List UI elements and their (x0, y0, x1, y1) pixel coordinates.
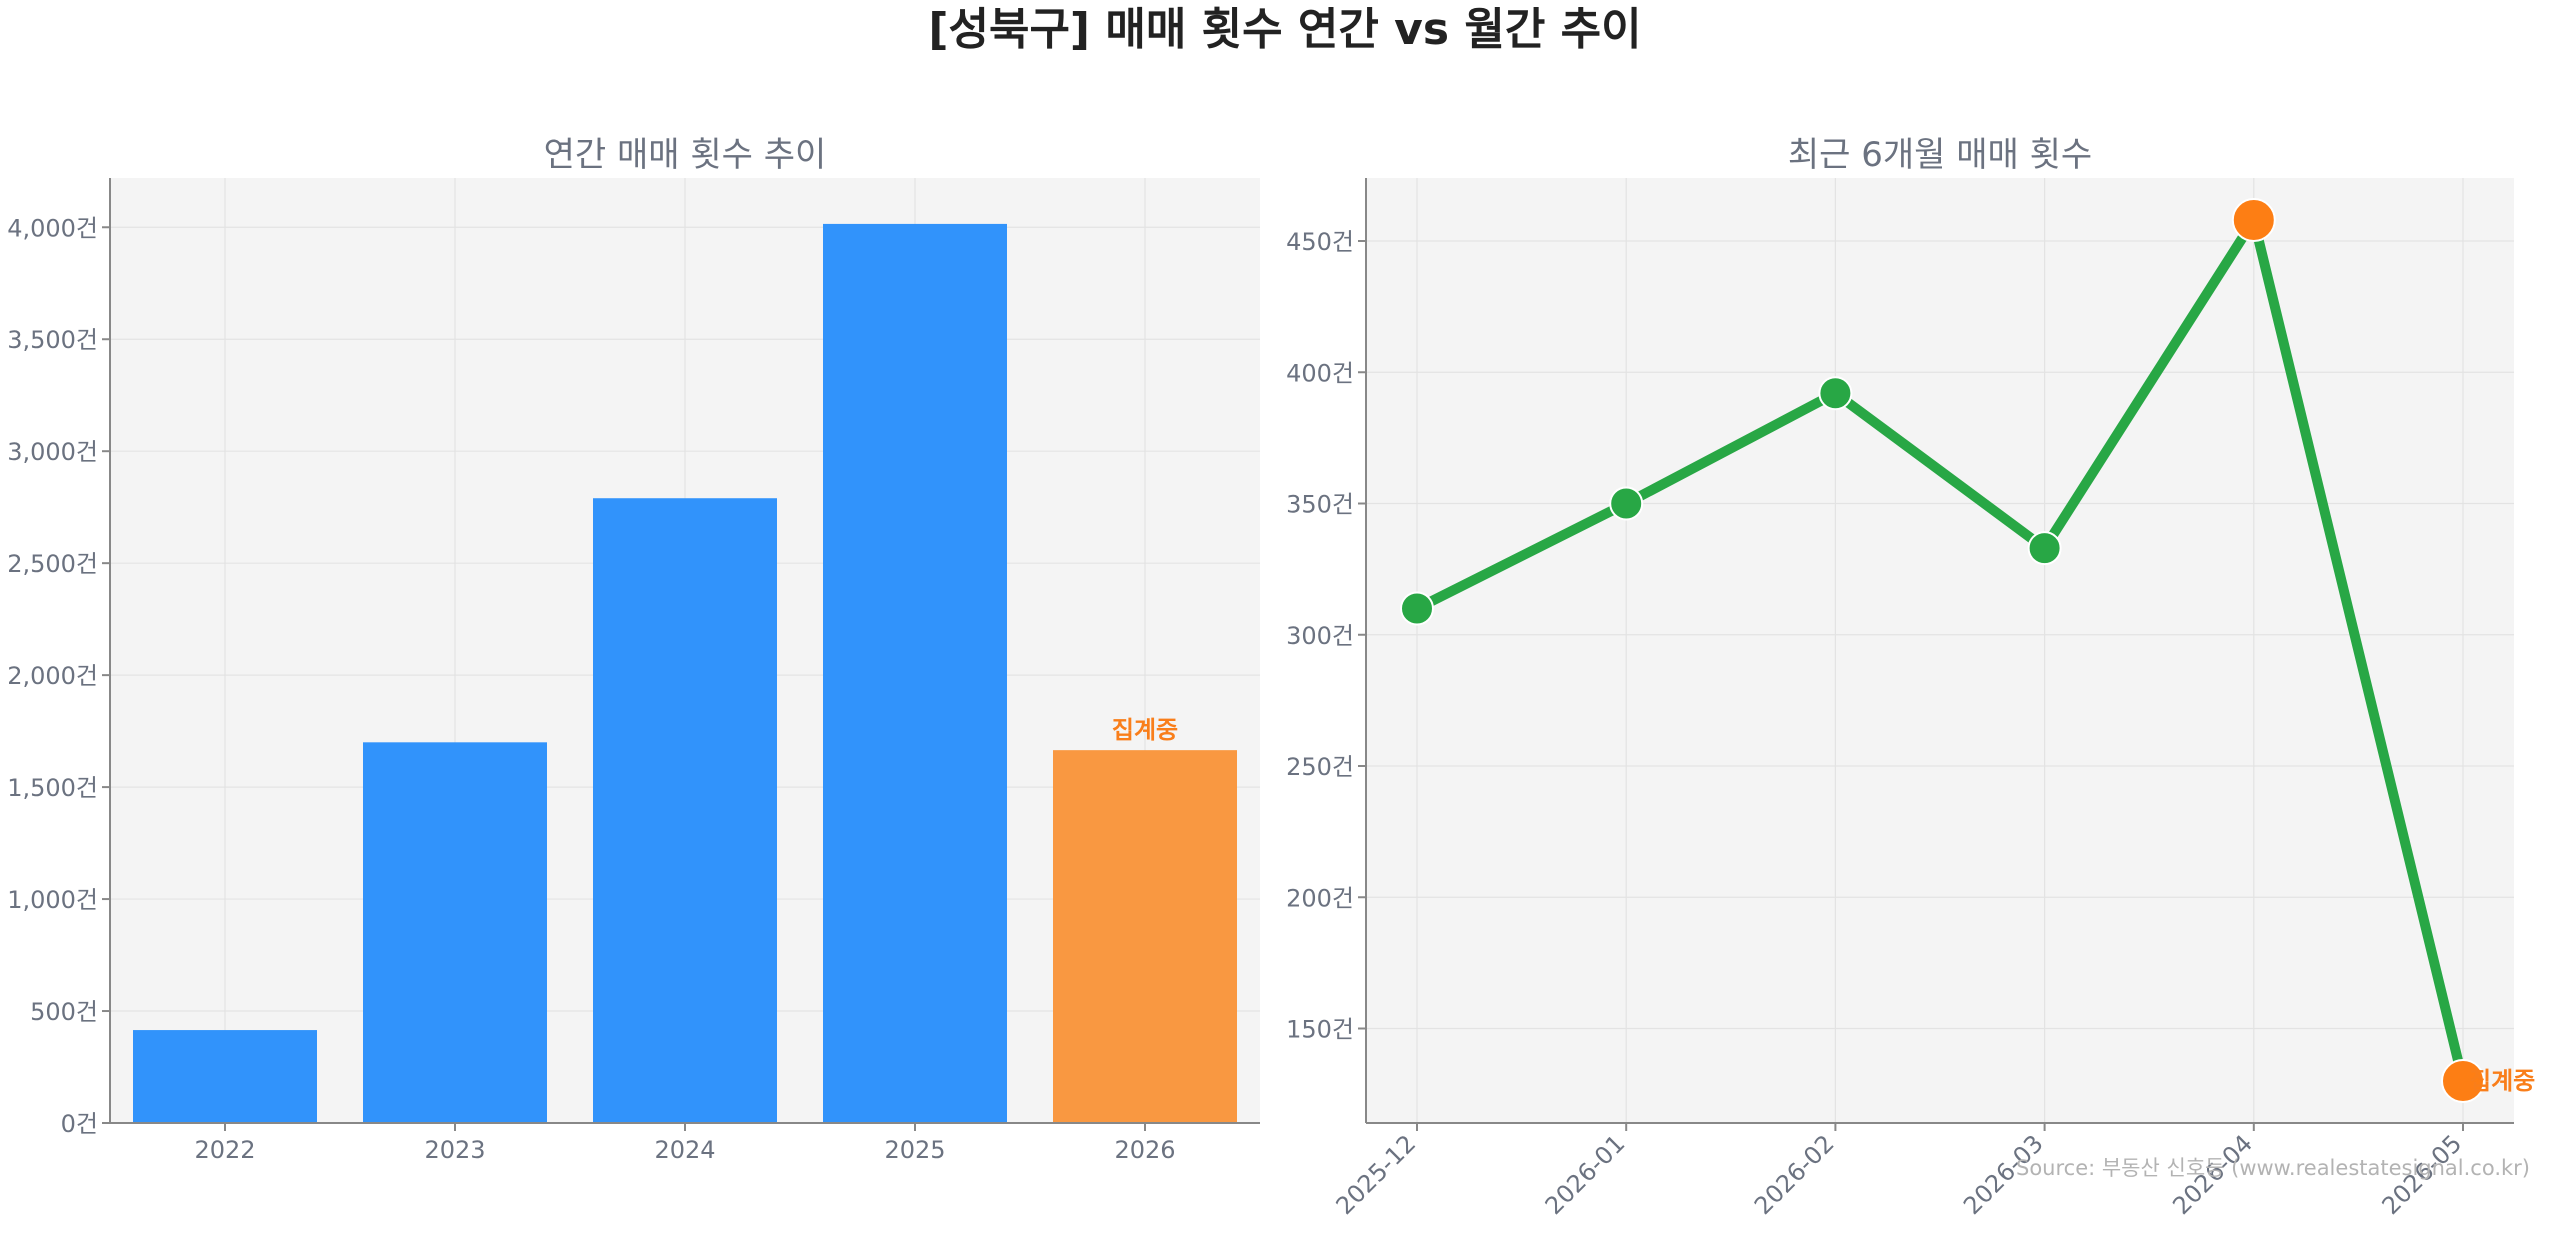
bar-2025 (823, 223, 1007, 1124)
point-2026-01 (1609, 486, 1644, 521)
y-tick-label: 300건 (1286, 622, 1354, 650)
source-note: Source: 부동산 신호등 (www.realestatesignal.co… (2016, 1156, 2530, 1180)
figure-title: [성북구] 매매 횟수 연간 vs 월간 추이 (928, 4, 1641, 55)
grid (1366, 178, 2514, 1123)
y-tick-label: 1,000건 (7, 886, 98, 914)
x-tick-label: 2026 (1114, 1136, 1175, 1164)
in-progress-label: 집계중 (1112, 716, 1178, 744)
x-tick-label: 2026-01 (1540, 1129, 1631, 1220)
bar-2022 (133, 1030, 317, 1123)
series-line-path (1414, 207, 2468, 1083)
y-tick-label: 250건 (1286, 753, 1354, 781)
y-ticks: 0건 500건 1,000건 1,500건 2,000건 2,500건 3,000건 3,50… (7, 214, 110, 1138)
annual-bar-chart: 집계중 0건 500건 1,000건 1,500건 2,000건 2,500건 3,000건… (7, 135, 1260, 1164)
x-ticks: 2022 2023 2024 2025 2026 (194, 1123, 1176, 1164)
chart-title: 최근 6개월 매매 횟수 (1788, 135, 2092, 175)
annotations: 집계중 (2469, 1067, 2535, 1095)
highlight-point-2026-04 (2231, 198, 2276, 242)
annotations: 집계중 (1112, 716, 1178, 744)
bar-2024 (593, 498, 777, 1124)
y-ticks: 150건 200건 250건 300건 350건 400건 450건 (1286, 228, 1366, 1044)
x-tick-label: 2023 (424, 1136, 485, 1164)
y-tick-label: 4,000건 (7, 214, 98, 242)
in-progress-label: 집계중 (2469, 1067, 2535, 1095)
monthly-line-chart: 집계중 150건 200건 250건 300건 350건 400건 450건 2025-12… (1286, 135, 2535, 1220)
y-tick-label: 1,500건 (7, 774, 98, 802)
bar-2026 (1053, 750, 1237, 1123)
x-tick-label: 2024 (654, 1136, 715, 1164)
y-tick-label: 500건 (30, 998, 98, 1026)
point-2026-03 (2027, 531, 2062, 566)
y-tick-label: 450건 (1286, 228, 1354, 256)
points (1400, 198, 2485, 1103)
series-line (1414, 207, 2468, 1083)
y-tick-label: 400건 (1286, 359, 1354, 387)
bars (133, 223, 1237, 1124)
bar-2023 (363, 742, 547, 1123)
y-tick-label: 3,000건 (7, 438, 98, 466)
point-2025-12 (1400, 591, 1434, 626)
highlight-point-2026-05 (2441, 1059, 2485, 1103)
y-tick-label: 200건 (1286, 884, 1354, 912)
chart-title: 연간 매매 횟수 추이 (544, 135, 827, 175)
y-tick-label: 150건 (1286, 1016, 1354, 1044)
x-tick-label: 2022 (194, 1136, 255, 1164)
plot-background (1366, 178, 2514, 1123)
x-tick-label: 2026-02 (1749, 1129, 1840, 1220)
y-tick-label: 3,500건 (7, 326, 98, 354)
y-tick-label: 0건 (61, 1110, 98, 1138)
y-tick-label: 350건 (1286, 491, 1354, 519)
y-tick-label: 2,500건 (7, 550, 98, 578)
axes (1365, 178, 2514, 1124)
point-2026-02 (1818, 376, 1853, 411)
x-tick-label: 2025 (884, 1136, 945, 1164)
y-tick-label: 2,000건 (7, 662, 98, 690)
x-tick-label: 2025-12 (1331, 1129, 1422, 1220)
